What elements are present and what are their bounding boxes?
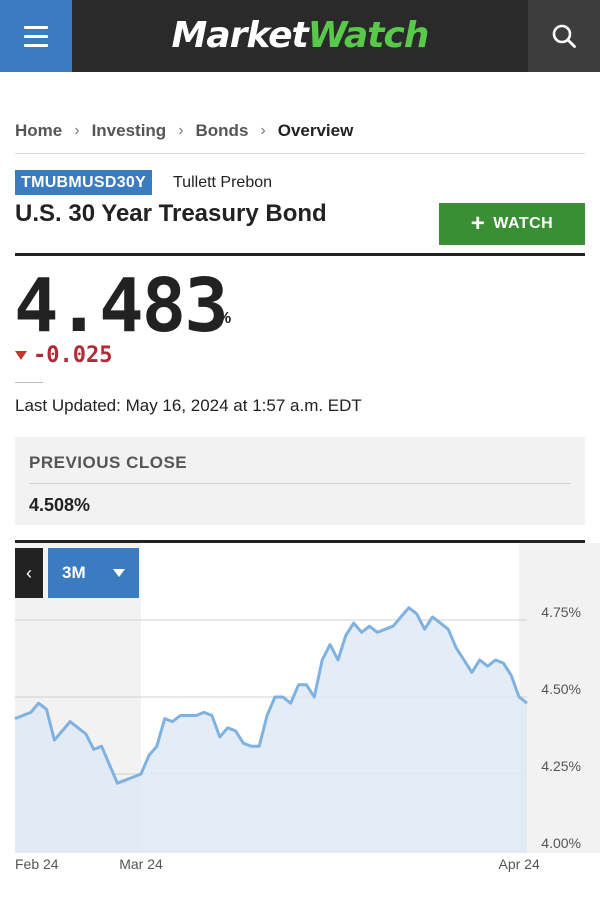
plus-icon: +: [470, 210, 486, 237]
chevron-right-icon: ›: [74, 122, 80, 139]
percent-unit: %: [217, 310, 232, 327]
breadcrumb: Home › Investing › Bonds › Overview: [15, 118, 585, 144]
breadcrumb-home[interactable]: Home: [15, 121, 63, 140]
range-label: 3M: [62, 563, 86, 582]
watch-button-label: WATCH: [493, 215, 554, 232]
top-bar: MarketWatch: [0, 0, 600, 72]
chevron-right-icon: ›: [260, 122, 266, 139]
divider: [15, 540, 585, 543]
chart-series-line: [14, 606, 528, 785]
chart-y-tick-1: 4.50%: [541, 681, 581, 697]
previous-close-panel: PREVIOUS CLOSE 4.508%: [15, 437, 585, 525]
chart-y-tick-3: 4.00%: [541, 835, 581, 851]
breadcrumb-investing[interactable]: Investing: [91, 121, 167, 140]
marketwatch-logo[interactable]: MarketWatch: [150, 14, 450, 58]
page-title: U.S. 30 Year Treasury Bond: [15, 200, 327, 227]
chevron-down-icon: [113, 569, 125, 577]
divider: [15, 153, 585, 154]
ticker-badge: TMUBMUSD30Y: [15, 170, 153, 195]
chart-area: [15, 607, 527, 853]
divider: [15, 382, 43, 383]
divider: [15, 253, 585, 256]
previous-close-label: PREVIOUS CLOSE: [29, 453, 188, 472]
range-select[interactable]: 3M: [48, 548, 139, 598]
previous-close-value: 4.508%: [29, 495, 91, 515]
chart-y-tick-2: 4.25%: [541, 758, 581, 774]
divider: [29, 483, 571, 484]
hamburger-menu-icon[interactable]: [0, 0, 72, 72]
chevron-right-icon: ›: [178, 122, 184, 139]
chart-band-1: [519, 543, 600, 853]
data-source: Tullett Prebon: [173, 174, 273, 191]
chart-y-tick-0: 4.75%: [541, 604, 581, 620]
current-yield: 4.483: [14, 263, 229, 349]
watch-button[interactable]: + WATCH: [439, 203, 585, 245]
chart-x-tick-2: Apr 24: [498, 856, 539, 872]
breadcrumb-overview: Overview: [277, 121, 354, 140]
logo-primary: Market: [171, 15, 309, 56]
last-updated: Last Updated: May 16, 2024 at 1:57 a.m. …: [15, 396, 362, 415]
down-arrow-icon: [15, 350, 27, 360]
chevron-left-icon[interactable]: ‹: [15, 548, 43, 598]
yield-change: -0.025: [15, 342, 112, 368]
chart-x-tick-0: Feb 24: [15, 856, 59, 872]
change-value: -0.025: [33, 342, 113, 368]
breadcrumb-bonds[interactable]: Bonds: [195, 121, 249, 140]
chart-x-tick-1: Mar 24: [119, 856, 163, 872]
search-icon[interactable]: [528, 0, 600, 72]
logo-accent: Watch: [307, 15, 430, 56]
